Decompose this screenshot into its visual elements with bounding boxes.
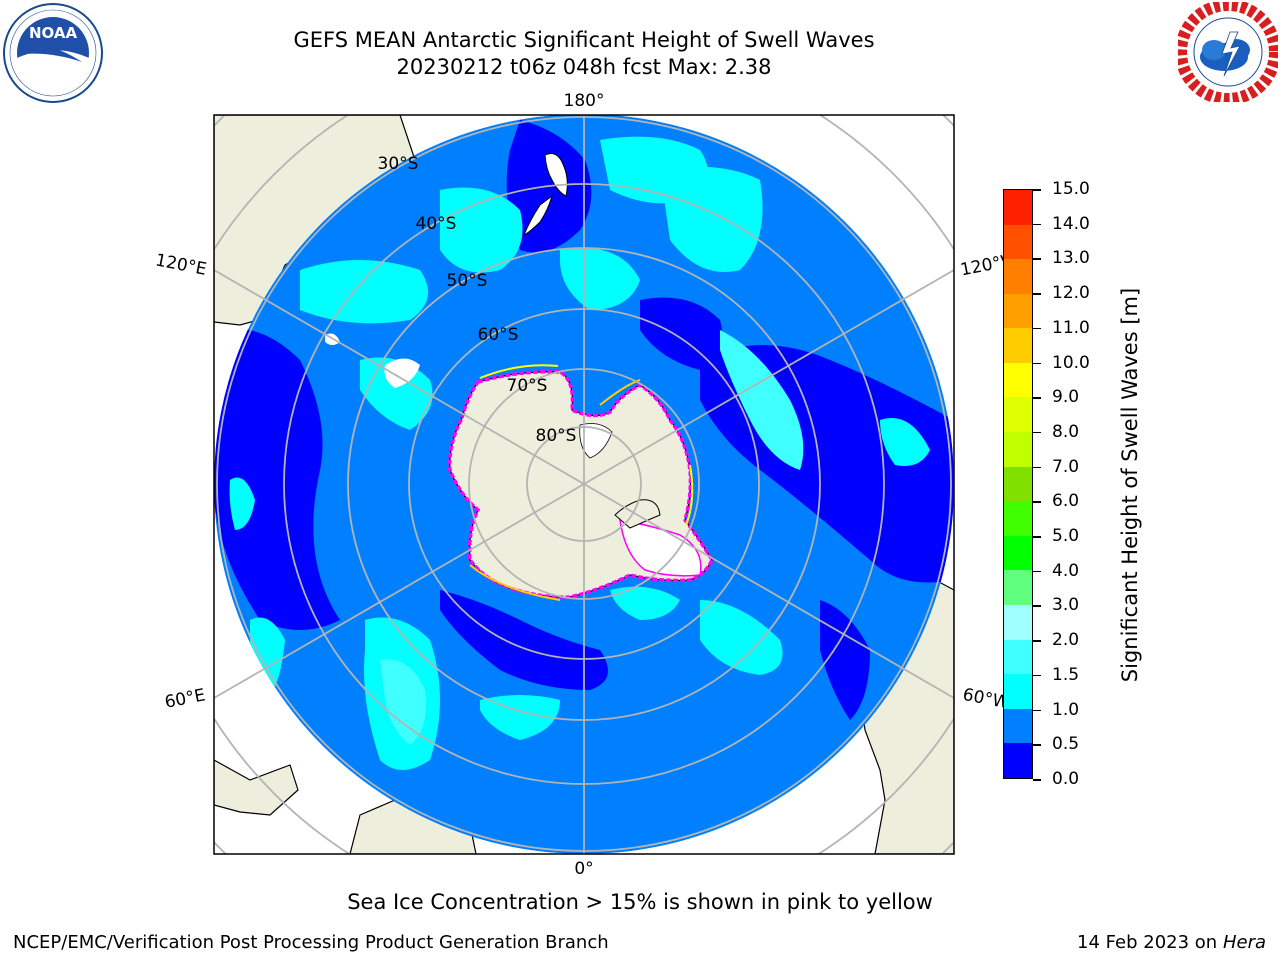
colorbar-segment	[1004, 535, 1032, 571]
colorbar-segment	[1004, 639, 1032, 675]
colorbar-segment	[1004, 189, 1032, 225]
colorbar-tick	[1033, 189, 1041, 191]
colorbar-tick	[1033, 709, 1041, 712]
colorbar-segment	[1004, 362, 1032, 398]
colorbar-tick	[1033, 327, 1041, 330]
colorbar-tick	[1033, 570, 1041, 573]
colorbar-segment	[1004, 328, 1032, 363]
colorbar-tick-label: 0.5	[1052, 734, 1080, 755]
colorbar-tick-label: 2.0	[1052, 630, 1080, 651]
colorbar-tick-label: 1.0	[1052, 699, 1080, 720]
lon-label-180: 180°	[564, 91, 605, 111]
colorbar-tick-label: 5.0	[1052, 526, 1080, 547]
colorbar-tick-label: 6.0	[1052, 491, 1080, 512]
colorbar-tick-label: 8.0	[1052, 421, 1080, 442]
colorbar-segment	[1004, 432, 1032, 467]
sea-ice-caption: Sea Ice Concentration > 15% is shown in …	[347, 890, 933, 914]
colorbar-segment	[1004, 224, 1032, 260]
colorbar-tick	[1033, 223, 1041, 226]
noaa-logo: NOAA	[2, 2, 104, 108]
footer-date-text: 14 Feb 2023 on	[1077, 932, 1218, 953]
colorbar-segment	[1004, 743, 1032, 778]
colorbar-segment	[1004, 605, 1032, 640]
colorbar-tick-label: 1.5	[1052, 664, 1080, 685]
antarctica	[448, 364, 714, 601]
lat-label-70s: 70°S	[507, 376, 548, 396]
colorbar-tick-label: 12.0	[1052, 283, 1090, 304]
colorbar-tick	[1033, 501, 1041, 503]
colorbar-tick	[1033, 640, 1041, 642]
lon-label-0: 0°	[574, 859, 593, 879]
colorbar-tick	[1033, 293, 1041, 295]
lat-label-80s: 80°S	[536, 426, 577, 446]
colorbar-tick	[1033, 674, 1041, 677]
colorbar-tick	[1033, 258, 1041, 260]
colorbar-segment	[1004, 466, 1032, 502]
colorbar-tick	[1033, 744, 1041, 746]
colorbar-tick-label: 14.0	[1052, 213, 1090, 234]
colorbar-tick-label: 15.0	[1052, 179, 1090, 199]
footer-host: Hera	[1222, 932, 1266, 953]
footer-credit: NCEP/EMC/Verification Post Processing Pr…	[13, 932, 609, 953]
colorbar-tick	[1033, 779, 1041, 781]
colorbar-segment	[1004, 708, 1032, 744]
colorbar-segment	[1004, 397, 1032, 433]
colorbar-tick-label: 4.0	[1052, 560, 1080, 581]
colorbar-segment	[1004, 674, 1032, 709]
lon-label-60e: 60°E	[163, 685, 207, 712]
colorbar-label: Significant Height of Swell Waves [m]	[1118, 287, 1142, 683]
nws-logo	[1175, 0, 1280, 106]
colorbar-tick-label: 7.0	[1052, 456, 1080, 477]
footer-date: 14 Feb 2023 on Hera	[1077, 932, 1266, 953]
colorbar-segment	[1004, 570, 1032, 606]
noaa-logo-text: NOAA	[29, 24, 78, 42]
colorbar-tick-label: 10.0	[1052, 352, 1090, 373]
chart-subtitle: 20230212 t06z 048h fcst Max: 2.38	[396, 55, 772, 79]
map-frame	[213, 114, 955, 855]
colorbar-tick	[1033, 431, 1041, 434]
colorbar-segment	[1004, 501, 1032, 536]
colorbar-tick-label: 11.0	[1052, 317, 1090, 338]
lat-label-50s: 50°S	[447, 271, 488, 291]
colorbar-segment	[1004, 259, 1032, 294]
colorbar-tick	[1033, 536, 1041, 538]
graticule	[214, 115, 954, 854]
colorbar-segment	[1004, 293, 1032, 329]
colorbar-tick-label: 3.0	[1052, 595, 1080, 616]
colorbar	[1003, 189, 1033, 779]
colorbar-tick-label: 13.0	[1052, 248, 1090, 269]
colorbar-tick	[1033, 605, 1041, 607]
lon-label-120e: 120°E	[154, 250, 209, 279]
lat-label-40s: 40°S	[416, 214, 457, 234]
colorbar-tick-label: 0.0	[1052, 769, 1080, 789]
colorbar-tick	[1033, 397, 1041, 399]
lat-label-60s: 60°S	[478, 325, 519, 345]
lat-label-30s: 30°S	[378, 154, 419, 174]
colorbar-tick-label: 9.0	[1052, 387, 1080, 408]
colorbar-tick	[1033, 362, 1041, 365]
colorbar-tick	[1033, 466, 1041, 469]
chart-title: GEFS MEAN Antarctic Significant Height o…	[293, 28, 875, 52]
